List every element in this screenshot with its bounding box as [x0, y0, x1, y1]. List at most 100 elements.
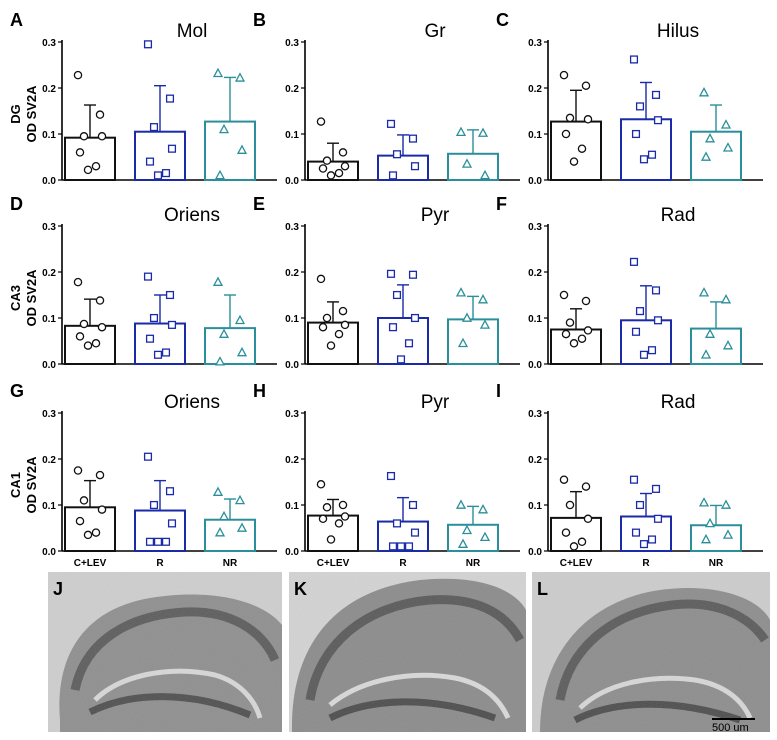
y-tick-label: 0.1 [528, 314, 542, 325]
chart-panel-b: B Gr 0.0 0.1 0.2 0.3 [253, 10, 520, 187]
y-tick-label: 0.0 [42, 547, 56, 558]
data-point [635, 102, 645, 111]
chart-title-h: Pyr [421, 392, 450, 413]
bar-nr [447, 152, 499, 181]
data-point [143, 272, 153, 281]
data-point [635, 307, 645, 316]
y-tick-label: 0.2 [285, 84, 299, 95]
data-point [583, 326, 593, 335]
bar-nr [690, 327, 742, 365]
data-point [653, 116, 663, 125]
x-category-label: NR [223, 558, 238, 569]
x-category-label: C+LEV [560, 558, 593, 569]
bar-r [620, 118, 672, 181]
data-point [153, 171, 163, 180]
data-point [338, 306, 348, 316]
data-point [455, 499, 467, 509]
data-point [577, 144, 587, 153]
data-point [455, 287, 467, 297]
data-point [396, 355, 406, 364]
data-point [143, 452, 153, 461]
data-point [559, 290, 569, 300]
y-tick-label: 0.3 [42, 222, 56, 233]
data-point [651, 484, 661, 493]
data-point [334, 168, 344, 178]
bar-nr [690, 130, 742, 181]
data-point [392, 519, 402, 528]
panel-letter-i: I [496, 381, 501, 401]
data-point [326, 171, 336, 180]
panel-letter-g: G [10, 381, 24, 401]
chart-title-b: Gr [424, 21, 446, 42]
data-point [477, 127, 489, 137]
data-point [145, 157, 155, 166]
data-point [565, 113, 575, 123]
data-point [408, 270, 418, 279]
data-point [477, 294, 489, 304]
data-point [559, 70, 569, 80]
x-category-label: R [156, 558, 164, 569]
row-label-ca3-line1: CA3 [8, 285, 23, 311]
data-point [73, 70, 83, 80]
data-point [234, 314, 246, 325]
data-point [698, 497, 710, 507]
data-point [218, 510, 230, 521]
data-point [581, 482, 591, 491]
bar-nr [447, 318, 499, 366]
data-point [404, 542, 414, 551]
y-tick-label: 0.3 [528, 222, 542, 233]
data-point [91, 528, 101, 537]
panel-letter-e: E [253, 194, 265, 214]
bar-nr [690, 524, 742, 552]
chart-panel-e: E Pyr 0.0 0.1 0.2 0.3 [253, 194, 520, 371]
data-point [149, 500, 159, 510]
row-label-dg-line1: DG [8, 104, 23, 124]
data-point [334, 519, 344, 528]
row-label-ca3: CA3 OD SV2A [8, 269, 39, 327]
data-point [457, 337, 469, 348]
scale-bar: 500 um [712, 718, 755, 734]
data-point [647, 150, 657, 159]
data-point [477, 504, 489, 514]
data-point [565, 500, 575, 510]
row-label-ca3-line2: OD SV2A [24, 269, 39, 327]
chart-panel-c: C Hilus 0.0 0.1 0.2 0.3 [496, 10, 763, 187]
data-point [165, 290, 175, 300]
data-point [340, 161, 350, 171]
chart-title-c: Hilus [657, 21, 699, 42]
data-point [410, 528, 420, 537]
data-point [236, 144, 248, 154]
data-point [145, 334, 155, 343]
data-point [722, 529, 734, 539]
data-point [316, 480, 326, 489]
bar-clev [64, 136, 116, 181]
data-point [75, 148, 85, 157]
data-point [651, 286, 661, 295]
y-tick-label: 0.0 [285, 176, 299, 187]
data-point [75, 516, 85, 526]
data-point [392, 290, 402, 300]
data-point [629, 475, 639, 484]
data-point [153, 537, 163, 546]
data-point [561, 129, 571, 139]
data-point [388, 171, 398, 180]
data-point [161, 537, 171, 546]
data-point [647, 535, 657, 544]
micrograph-l: L [532, 572, 770, 732]
data-point [165, 94, 175, 103]
y-tick-label: 0.3 [42, 409, 56, 420]
data-point [167, 144, 177, 153]
data-point [698, 287, 710, 297]
data-point [334, 329, 344, 339]
data-point [720, 119, 732, 129]
y-tick-label: 0.3 [528, 38, 542, 49]
bar-r [377, 154, 429, 181]
data-point [79, 319, 89, 329]
chart-title-f: Rad [661, 205, 696, 226]
data-point [653, 316, 663, 325]
y-tick-label: 0.3 [285, 222, 299, 233]
data-point [218, 123, 230, 134]
data-point [631, 528, 641, 537]
x-category-label: C+LEV [317, 558, 350, 569]
